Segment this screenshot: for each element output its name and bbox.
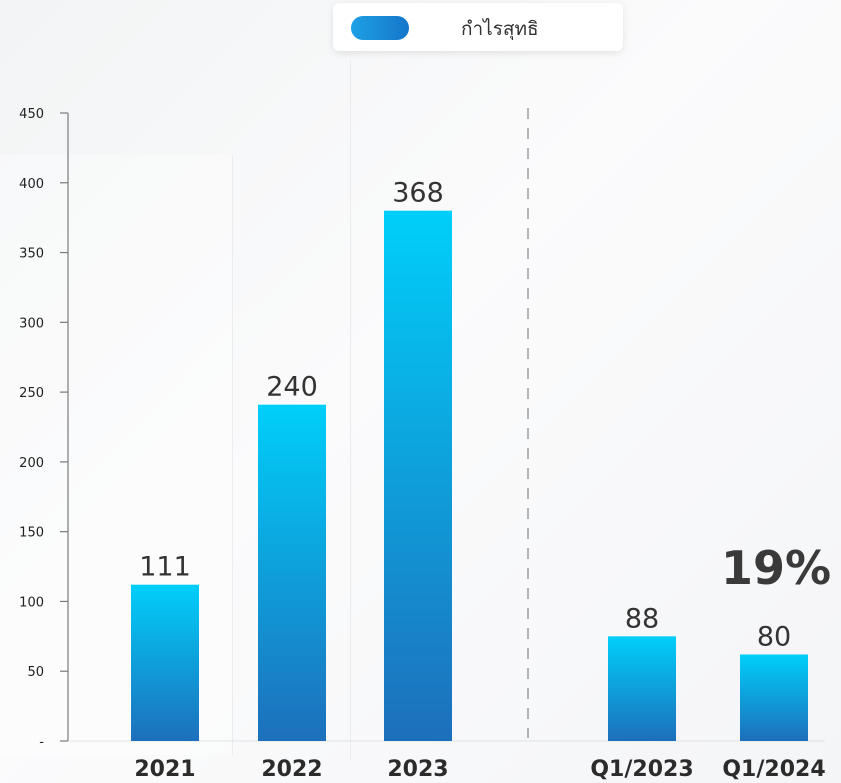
y-tick-label: 250 <box>19 386 44 401</box>
data-labels: 111 2021 240 2022 368 2023 88 Q1/2023 80 Q1/2024 1… <box>134 178 831 782</box>
bar-value-label: 368 <box>392 178 444 209</box>
growth-annotation: 19% <box>721 541 831 595</box>
bar-q1-2024 <box>740 654 808 741</box>
bar-value-label: 88 <box>625 603 659 634</box>
x-category-label: 2023 <box>387 757 448 782</box>
bar-value-label: 240 <box>266 372 318 403</box>
bar-2022 <box>258 404 326 741</box>
y-tick-label: 50 <box>27 665 44 680</box>
y-tick-label: 100 <box>19 595 44 610</box>
y-tick-label: 350 <box>19 247 44 262</box>
bar-2021 <box>131 584 199 741</box>
bar-value-label: 111 <box>139 552 191 583</box>
chart-legend: กำไรสุทธิ <box>333 3 623 51</box>
legend-label: กำไรสุทธิ <box>461 18 539 40</box>
bar-2023 <box>384 210 452 741</box>
bar-q1-2023 <box>608 636 676 741</box>
x-category-label: Q1/2024 <box>722 757 825 782</box>
y-axis: - 50 100 150 200 250 300 350 400 450 <box>19 107 69 750</box>
bars <box>131 210 808 741</box>
legend-swatch <box>351 16 409 40</box>
y-tick-label: 450 <box>19 107 44 122</box>
y-tick-label: 400 <box>19 177 44 192</box>
background-divider <box>350 60 351 760</box>
x-category-label: 2022 <box>261 757 322 782</box>
y-tick-label: 200 <box>19 456 44 471</box>
y-tick-label: - <box>39 735 44 750</box>
y-tick-label: 150 <box>19 526 44 541</box>
x-category-label: 2021 <box>134 757 195 782</box>
y-tick-label: 300 <box>19 316 44 331</box>
x-category-label: Q1/2023 <box>590 757 693 782</box>
bar-value-label: 80 <box>757 621 791 652</box>
